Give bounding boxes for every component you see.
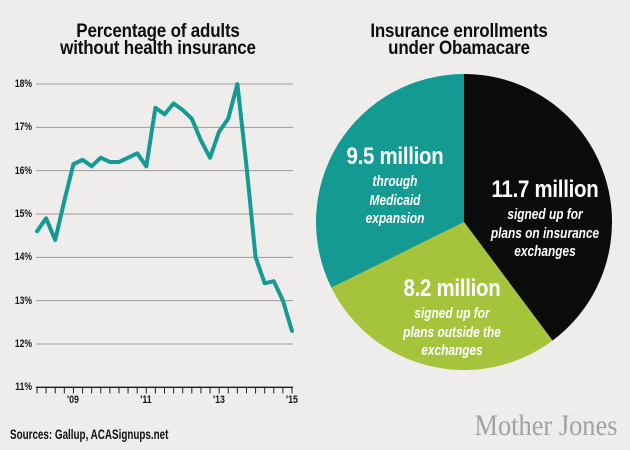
y-axis-label-14: 14% bbox=[14, 251, 32, 264]
pie-label-off-exchange: 8.2 million signed up for plans outside … bbox=[372, 277, 532, 361]
y-axis-label-17: 17% bbox=[14, 121, 32, 134]
y-axis-label-18: 18% bbox=[14, 78, 32, 90]
line-chart-title-line2: without health insurance bbox=[60, 37, 256, 59]
pie-slice-exchange-signups bbox=[464, 74, 613, 341]
pie-desc-exchanges: signed up for plans on insurance exchang… bbox=[490, 207, 600, 260]
pie-chart-title: Insurance enrollments under Obamacare bbox=[350, 20, 568, 59]
uninsured-rate-line bbox=[35, 82, 294, 333]
sources-note: Sources: Gallup, ACASignups.net bbox=[10, 427, 169, 442]
y-axis-label-12: 12% bbox=[14, 337, 32, 350]
x-axis-label-11: '11 bbox=[140, 394, 152, 406]
line-chart-title-line1: Percentage of adults bbox=[76, 20, 240, 42]
pie-desc-medicaid: through Medicaid expansion bbox=[365, 174, 425, 227]
pie-value-exchanges: 11.7 million bbox=[491, 176, 599, 203]
x-axis-label-09: '09 bbox=[67, 394, 80, 406]
y-axis-label-16: 16% bbox=[14, 164, 32, 177]
y-axis-label-15: 15% bbox=[14, 207, 32, 220]
y-axis-label-11: 11% bbox=[15, 381, 32, 394]
pie-value-off-exchange: 8.2 million bbox=[403, 275, 501, 302]
x-axis-label-15: '15 bbox=[286, 394, 298, 406]
pie-value-medicaid: 9.5 million bbox=[346, 143, 444, 170]
pie-slice-off-exchange-signups bbox=[331, 222, 553, 371]
pie-label-medicaid: 9.5 million through Medicaid expansion bbox=[322, 145, 468, 229]
pie-chart-title-line1: Insurance enrollments bbox=[370, 20, 548, 42]
x-axis-label-13: '13 bbox=[213, 394, 226, 406]
pie-chart-title-line2: under Obamacare bbox=[388, 37, 530, 59]
mother-jones-logo: Mother Jones bbox=[474, 409, 617, 442]
pie-slice-medicaid-expansion bbox=[315, 73, 464, 288]
y-axis-label-13: 13% bbox=[14, 294, 32, 307]
line-chart-title: Percentage of adults without health insu… bbox=[45, 20, 271, 59]
pie-label-exchanges: 11.7 million signed up for plans on insu… bbox=[455, 178, 630, 262]
pie-desc-off-exchange: signed up for plans outside the exchange… bbox=[403, 306, 501, 359]
